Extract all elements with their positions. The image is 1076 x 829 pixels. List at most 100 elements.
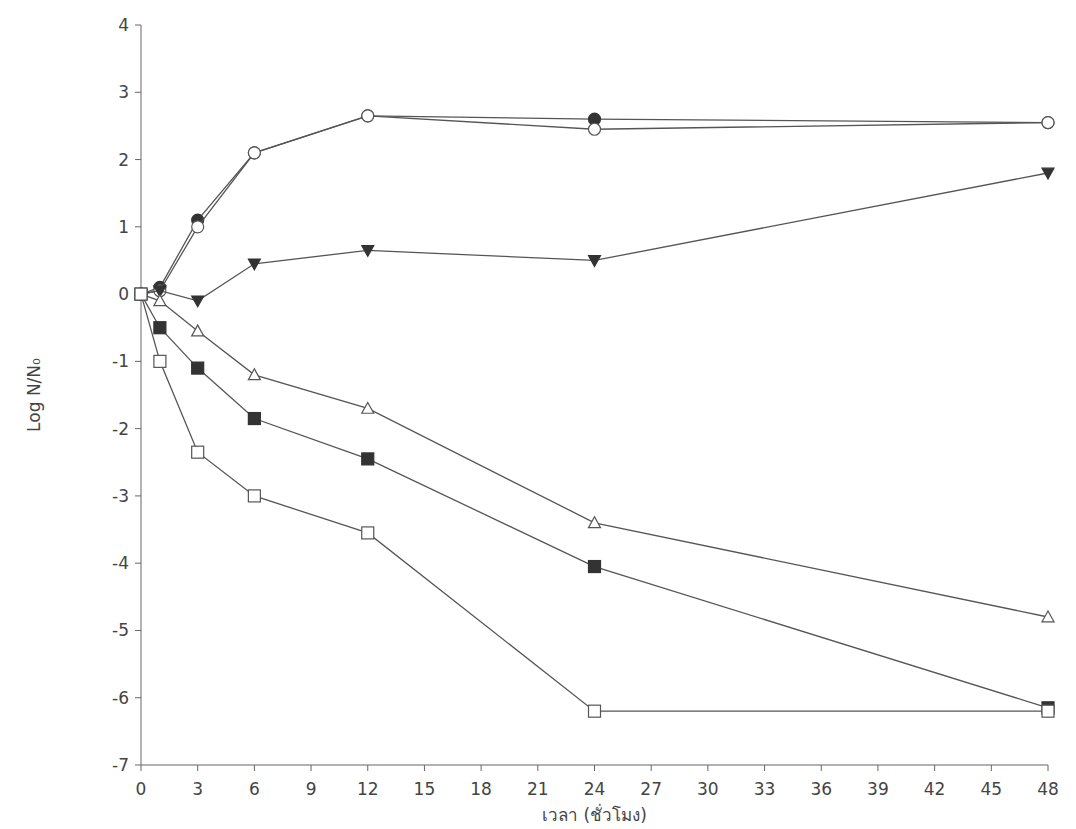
y-axis-title: Log N/N₀ bbox=[24, 358, 44, 432]
series-marker bbox=[248, 147, 260, 159]
series-marker bbox=[362, 110, 374, 122]
series-line bbox=[141, 294, 1048, 617]
y-tick-label: 2 bbox=[118, 150, 129, 170]
series-marker bbox=[192, 296, 204, 307]
x-axis-title: เวลา (ชั่วโมง) bbox=[542, 803, 647, 825]
chart: -7-6-5-4-3-2-101234036912151821242730333… bbox=[0, 0, 1076, 829]
series-marker bbox=[362, 527, 374, 539]
series-marker bbox=[589, 256, 601, 267]
series-marker bbox=[248, 259, 260, 270]
series-marker bbox=[135, 288, 147, 300]
series-marker bbox=[1042, 117, 1054, 129]
series-group bbox=[135, 110, 1054, 717]
x-tick bbox=[481, 765, 482, 771]
series-marker bbox=[362, 246, 374, 257]
series-marker bbox=[589, 123, 601, 135]
series-marker bbox=[248, 369, 260, 380]
x-tick bbox=[764, 765, 765, 771]
series-marker bbox=[135, 288, 147, 300]
x-tick bbox=[537, 765, 538, 771]
y-tick-label: -7 bbox=[112, 755, 129, 775]
x-tick bbox=[934, 765, 935, 771]
y-tick-label: -1 bbox=[112, 351, 129, 371]
y-tick bbox=[135, 226, 141, 227]
x-tick bbox=[651, 765, 652, 771]
x-tick-label: 21 bbox=[527, 779, 549, 799]
x-tick bbox=[707, 765, 708, 771]
x-tick-label: 0 bbox=[136, 779, 147, 799]
series-marker bbox=[1042, 705, 1054, 717]
y-axis bbox=[141, 25, 142, 765]
y-tick-label: 0 bbox=[118, 284, 129, 304]
series-marker bbox=[362, 402, 374, 413]
x-tick bbox=[991, 765, 992, 771]
x-tick-label: 27 bbox=[640, 779, 662, 799]
y-tick-label: 3 bbox=[118, 82, 129, 102]
x-tick bbox=[141, 765, 142, 771]
y-tick bbox=[135, 361, 141, 362]
x-tick bbox=[197, 765, 198, 771]
series-marker bbox=[248, 147, 260, 159]
series-marker bbox=[589, 705, 601, 717]
x-tick-label: 45 bbox=[980, 779, 1002, 799]
y-tick-label: 1 bbox=[118, 217, 129, 237]
series-marker bbox=[362, 110, 374, 122]
x-tick-label: 6 bbox=[249, 779, 260, 799]
series-marker bbox=[589, 561, 601, 573]
series-marker bbox=[154, 322, 166, 334]
x-tick bbox=[594, 765, 595, 771]
y-tick bbox=[135, 697, 141, 698]
y-tick bbox=[135, 25, 141, 26]
y-tick-label: -6 bbox=[112, 688, 129, 708]
series-marker bbox=[154, 295, 166, 306]
x-tick bbox=[254, 765, 255, 771]
series-marker bbox=[589, 517, 601, 528]
x-tick bbox=[311, 765, 312, 771]
series-marker bbox=[192, 362, 204, 374]
series-line bbox=[141, 116, 1048, 294]
y-tick bbox=[135, 159, 141, 160]
series-marker bbox=[248, 413, 260, 425]
x-tick-label: 39 bbox=[867, 779, 889, 799]
series-marker bbox=[135, 288, 147, 300]
x-tick-label: 48 bbox=[1037, 779, 1059, 799]
x-tick-label: 42 bbox=[924, 779, 946, 799]
x-tick bbox=[821, 765, 822, 771]
x-tick bbox=[424, 765, 425, 771]
x-tick-label: 12 bbox=[357, 779, 379, 799]
y-tick bbox=[135, 630, 141, 631]
x-tick-label: 9 bbox=[306, 779, 317, 799]
x-tick-label: 36 bbox=[810, 779, 832, 799]
y-tick bbox=[135, 563, 141, 564]
x-tick bbox=[877, 765, 878, 771]
y-tick-label: -3 bbox=[112, 486, 129, 506]
series-marker bbox=[1042, 611, 1054, 622]
series-line bbox=[141, 294, 1048, 711]
y-tick bbox=[135, 428, 141, 429]
y-tick bbox=[135, 765, 141, 766]
series-marker bbox=[192, 446, 204, 458]
x-tick-label: 18 bbox=[470, 779, 492, 799]
series-line bbox=[141, 116, 1048, 294]
y-tick-label: -2 bbox=[112, 419, 129, 439]
series-marker bbox=[154, 355, 166, 367]
series-marker bbox=[192, 221, 204, 233]
y-tick-label: -4 bbox=[112, 553, 129, 573]
x-tick bbox=[367, 765, 368, 771]
series-marker bbox=[1042, 168, 1054, 179]
y-tick bbox=[135, 92, 141, 93]
series-line bbox=[141, 173, 1048, 301]
series-marker bbox=[362, 453, 374, 465]
y-tick bbox=[135, 495, 141, 496]
x-tick-label: 3 bbox=[192, 779, 203, 799]
x-tick-label: 30 bbox=[697, 779, 719, 799]
x-tick-label: 33 bbox=[754, 779, 776, 799]
x-tick bbox=[1048, 765, 1049, 771]
x-tick-label: 24 bbox=[584, 779, 606, 799]
y-tick-label: 4 bbox=[118, 15, 129, 35]
series-marker bbox=[135, 288, 147, 300]
x-tick-label: 15 bbox=[414, 779, 436, 799]
series-marker bbox=[248, 490, 260, 502]
series-marker bbox=[192, 325, 204, 336]
y-tick-label: -5 bbox=[112, 620, 129, 640]
